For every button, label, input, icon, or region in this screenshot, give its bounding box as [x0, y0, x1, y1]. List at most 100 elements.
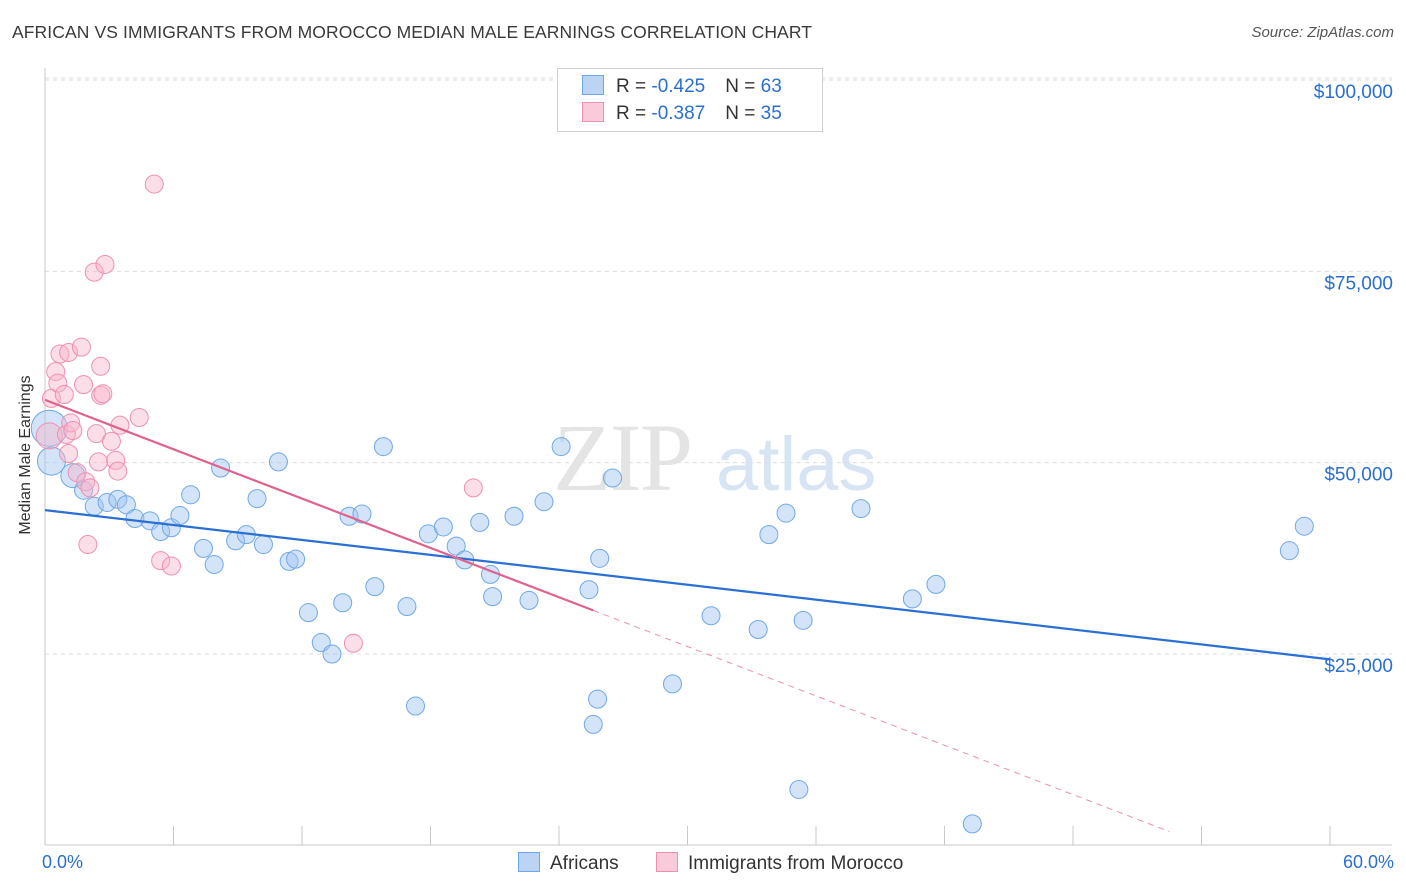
africans-point-43: [534, 492, 554, 512]
legend-r-value: -0.425: [651, 76, 706, 97]
chart-source: Source: ZipAtlas.com: [1251, 24, 1394, 41]
africans-point-59: [926, 574, 946, 594]
morocco-trend-extension: [593, 609, 1170, 833]
africans-point-7: [116, 495, 136, 515]
africans-point-20: [253, 535, 273, 555]
morocco-point-10: [63, 421, 83, 441]
africans-point-45: [579, 580, 599, 600]
morocco-point-32: [343, 633, 363, 653]
watermark-zip: ZIP: [553, 404, 691, 511]
morocco-point-28: [129, 408, 149, 428]
africans-point-55: [789, 779, 809, 799]
morocco-trend-line: [44, 398, 594, 612]
africans-point-35: [433, 517, 453, 537]
morocco-point-0: [35, 422, 63, 450]
africans-point-41: [504, 506, 524, 526]
africans-point-58: [902, 589, 922, 609]
y-tick-label-3: $100,000: [1314, 82, 1393, 103]
africans-point-29: [352, 504, 372, 524]
morocco-point-5: [54, 385, 74, 405]
africans-point-15: [204, 554, 224, 574]
morocco-point-17: [84, 262, 104, 282]
africans-point-38: [470, 512, 490, 532]
africans-point-53: [759, 525, 779, 545]
legend-swatch-africans: [582, 75, 604, 95]
africans-point-30: [365, 577, 385, 597]
legend-item-africans: Africans: [518, 852, 619, 875]
legend-n-label: N =: [725, 76, 761, 97]
africans-point-23: [286, 549, 306, 569]
africans-point-12: [170, 505, 190, 525]
africans-point-26: [322, 644, 342, 664]
morocco-point-30: [151, 551, 171, 571]
trend-lines: [44, 398, 1331, 833]
x-axis-min-label: 0.0%: [42, 852, 84, 872]
africans-point-61: [1279, 541, 1299, 561]
y-axis-label-text: Median Male Earnings: [17, 375, 34, 535]
africans-point-57: [851, 499, 871, 519]
legend-r-label: R =: [616, 103, 652, 124]
y-tick-labels: $25,000 $50,000 $75,000 $100,000: [1314, 82, 1393, 677]
morocco-point-8: [59, 342, 79, 362]
watermark-atlas: atlas: [716, 422, 877, 507]
africans-point-14: [193, 538, 213, 558]
africans-point-39: [483, 587, 503, 607]
axes: [44, 68, 1392, 846]
africans-point-31: [373, 437, 393, 457]
africans-point-62: [1294, 516, 1314, 536]
legend-n-label: N =: [725, 103, 761, 124]
legend-swatch-morocco: [656, 852, 678, 872]
legend-swatch-africans: [518, 852, 540, 872]
africans-point-51: [701, 606, 721, 626]
morocco-point-21: [91, 356, 111, 376]
morocco-point-23: [95, 254, 115, 274]
morocco-point-12: [71, 337, 91, 357]
y-tick-label-0: $25,000: [1324, 656, 1393, 677]
chart-title: AFRICAN VS IMMIGRANTS FROM MOROCCO MEDIA…: [12, 22, 813, 42]
morocco-point-24: [101, 431, 121, 451]
morocco-point-33: [463, 478, 483, 498]
africans-point-13: [181, 485, 201, 505]
legend-row-africans: R = -0.425 N = 63: [582, 75, 782, 99]
legend-label-africans: Africans: [550, 853, 619, 874]
legend-swatch-morocco: [582, 102, 604, 122]
africans-point-52: [748, 620, 768, 640]
watermark: ZIP atlas: [553, 404, 877, 511]
africans-point-49: [603, 468, 623, 488]
africans-point-44: [551, 437, 571, 457]
africans-point-56: [793, 610, 813, 630]
gridlines: [45, 77, 1392, 655]
morocco-point-3: [48, 373, 68, 393]
africans-point-33: [406, 696, 426, 716]
africans-point-21: [268, 452, 288, 472]
africans-point-46: [590, 548, 610, 568]
morocco-point-16: [80, 478, 100, 498]
morocco-point-13: [74, 375, 94, 395]
africans-point-54: [776, 503, 796, 523]
africans-point-27: [333, 593, 353, 613]
africans-point-1: [36, 446, 66, 476]
africans-point-19: [247, 489, 267, 509]
morocco-point-15: [78, 535, 98, 555]
morocco-point-2: [46, 362, 66, 382]
africans-point-42: [519, 590, 539, 610]
morocco-point-9: [61, 413, 81, 433]
africans-point-60: [962, 814, 982, 834]
africans-point-48: [588, 689, 608, 709]
africans-point-32: [397, 597, 417, 617]
morocco-point-22: [93, 384, 113, 404]
africans-point-24: [298, 603, 318, 623]
y-tick-label-1: $50,000: [1324, 465, 1393, 486]
legend-n-value: 63: [760, 76, 782, 97]
series-legend: Africans Immigrants from Morocco: [0, 852, 1406, 878]
legend-row-morocco: R = -0.387 N = 35: [582, 102, 782, 126]
morocco-point-31: [161, 556, 181, 576]
africans-point-36: [446, 536, 466, 556]
africans-point-5: [97, 492, 117, 512]
legend-label-morocco: Immigrants from Morocco: [688, 853, 904, 874]
morocco-point-26: [108, 461, 128, 481]
legend-r-value: -0.387: [651, 103, 706, 124]
data-points: [30, 174, 1314, 834]
morocco-point-29: [144, 174, 164, 194]
